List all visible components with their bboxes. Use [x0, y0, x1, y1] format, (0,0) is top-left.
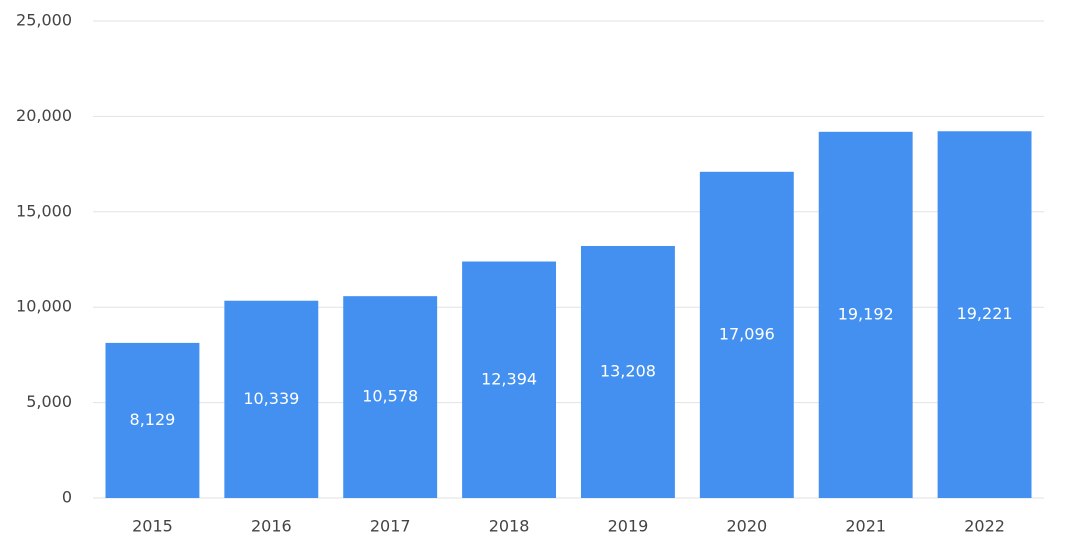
value-label: 8,129 — [130, 410, 176, 429]
value-label: 17,096 — [719, 324, 775, 343]
bar — [343, 296, 438, 498]
x-tick-label: 2021 — [845, 517, 886, 536]
bar — [699, 171, 794, 498]
bar — [580, 245, 675, 498]
bar — [818, 131, 913, 498]
y-tick-label: 5,000 — [26, 392, 72, 411]
y-tick-label: 20,000 — [16, 106, 72, 125]
x-tick-label: 2017 — [370, 517, 411, 536]
bar — [105, 342, 200, 498]
bar — [937, 131, 1032, 499]
value-label: 19,221 — [957, 304, 1013, 323]
y-tick-label: 0 — [62, 488, 72, 507]
x-tick-label: 2019 — [608, 517, 649, 536]
bar — [224, 300, 319, 498]
x-tick-label: 2015 — [132, 517, 173, 536]
y-tick-label: 15,000 — [16, 201, 72, 220]
value-label: 13,208 — [600, 361, 656, 380]
bar — [462, 261, 557, 498]
value-label: 10,339 — [243, 389, 299, 408]
x-tick-label: 2022 — [964, 517, 1005, 536]
value-label: 10,578 — [362, 387, 418, 406]
y-tick-label: 10,000 — [16, 297, 72, 316]
x-tick-label: 2020 — [726, 517, 767, 536]
x-tick-label: 2016 — [251, 517, 292, 536]
x-tick-label: 2018 — [489, 517, 530, 536]
y-tick-label: 25,000 — [16, 11, 72, 30]
value-label: 12,394 — [481, 369, 537, 388]
value-label: 19,192 — [838, 304, 894, 323]
